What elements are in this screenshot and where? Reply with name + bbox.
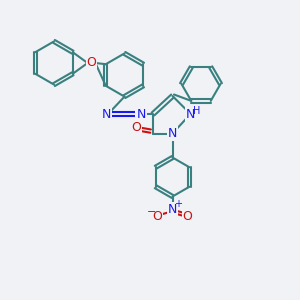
Text: N: N — [186, 107, 195, 121]
Text: N: N — [136, 107, 146, 121]
Text: −: − — [147, 207, 157, 217]
Text: N: N — [168, 202, 177, 216]
Text: O: O — [183, 210, 192, 223]
Text: O: O — [132, 121, 141, 134]
Text: +: + — [174, 199, 182, 209]
Text: N: N — [168, 127, 177, 140]
Text: O: O — [153, 210, 162, 223]
Text: O: O — [87, 56, 96, 70]
Text: N: N — [102, 107, 111, 121]
Text: H: H — [193, 106, 200, 116]
